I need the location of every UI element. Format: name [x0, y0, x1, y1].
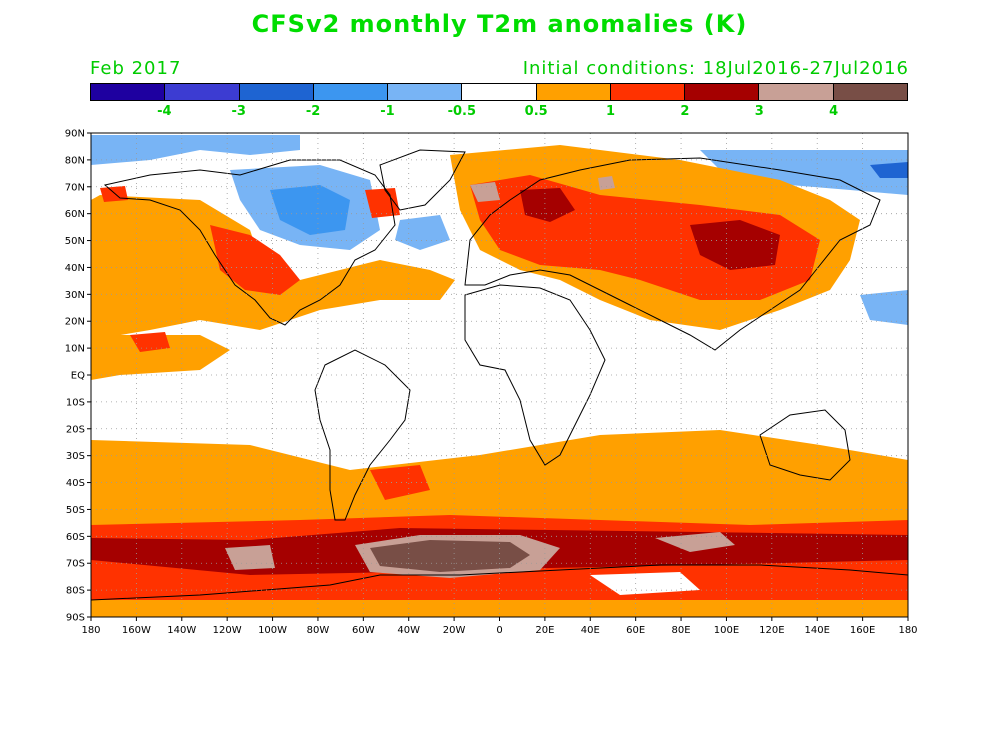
coast-australia — [759, 409, 851, 481]
anomaly-tropical-pacific-warm — [91, 335, 230, 380]
anomaly-antarctic-interior-neutral — [590, 572, 700, 595]
lon-label: 100W — [258, 625, 287, 636]
lat-label: 50N — [65, 236, 85, 247]
lat-label: 80S — [66, 586, 85, 597]
color-bar-label: -3 — [231, 104, 246, 119]
lat-label: 70N — [65, 182, 85, 193]
graticule — [91, 133, 908, 617]
lon-label: 160E — [850, 625, 875, 636]
lat-label: 30S — [66, 451, 85, 462]
lat-label: 10N — [65, 344, 85, 355]
lat-label: 60S — [66, 532, 85, 543]
lon-label: 60E — [626, 625, 645, 636]
initial-conditions-label: Initial conditions: 18Jul2016-27Jul2016 — [522, 58, 909, 79]
color-bar-labels: -4 -3 -2 -1 -0.5 0.5 1 2 3 4 — [90, 104, 908, 120]
lon-label: 140W — [167, 625, 196, 636]
anomaly-arctic-cold-3 — [870, 162, 908, 178]
lat-label: 40N — [65, 263, 85, 274]
lat-label: 90S — [66, 613, 85, 624]
lat-label: 60N — [65, 209, 85, 220]
anomaly-canada-cold-core — [270, 185, 350, 235]
axis-ticks — [87, 132, 909, 621]
lat-label: 50S — [66, 505, 85, 516]
color-bar-label: 0.5 — [524, 104, 548, 119]
color-bar — [90, 83, 908, 101]
lat-label: 80N — [65, 155, 85, 166]
coast-africa — [464, 284, 606, 466]
coast-north-america — [103, 159, 396, 326]
longitude-labels: 180 160W 140W 120W 100W 80W 60W 40W 20W 0 20E 40E 60… — [81, 625, 917, 636]
lon-label: 40E — [581, 625, 600, 636]
anomaly-arctic-cold-2 — [700, 150, 908, 195]
lon-label: 20W — [443, 625, 466, 636]
anomaly-siberia-very-hot — [690, 220, 780, 270]
lat-label: 10S — [66, 397, 85, 408]
color-swatch-10 — [833, 84, 907, 100]
lat-label: EQ — [71, 371, 85, 382]
lon-label: 0 — [496, 625, 502, 636]
lon-label: 140E — [805, 625, 830, 636]
color-swatch-9 — [759, 84, 834, 100]
anomaly-barents-extreme — [470, 182, 500, 202]
color-swatch-8 — [685, 84, 760, 100]
lat-label: 20N — [65, 317, 85, 328]
color-swatch-7 — [610, 84, 686, 100]
valid-month-label: Feb 2017 — [90, 58, 182, 79]
color-bar-label: -0.5 — [447, 104, 477, 119]
color-swatch-4 — [388, 84, 463, 100]
lon-label: 20E — [535, 625, 554, 636]
color-bar-label: 4 — [829, 104, 839, 119]
anomaly-arctic-cold — [91, 135, 300, 165]
coast-greenland — [379, 149, 466, 211]
lon-label: 40W — [397, 625, 420, 636]
color-bar-label: 2 — [680, 104, 690, 119]
lon-label: 60W — [352, 625, 375, 636]
color-bar-label: 3 — [754, 104, 764, 119]
color-bar-label: 1 — [606, 104, 616, 119]
color-bar-label: -2 — [305, 104, 321, 119]
coast-antarctica — [91, 564, 908, 601]
coast-europe-asia — [464, 157, 881, 351]
color-bar-label: -4 — [157, 104, 172, 119]
lon-label: 180 — [898, 625, 917, 636]
color-swatch-3 — [313, 84, 389, 100]
coast-south-america — [314, 349, 411, 521]
anomaly-kara-extreme — [598, 176, 615, 190]
color-bar-label: -1 — [380, 104, 395, 119]
lon-label: 120W — [213, 625, 242, 636]
lat-label: 70S — [66, 559, 85, 570]
anomaly-westus-warm — [210, 225, 300, 295]
anomaly-alaska-hot — [100, 186, 128, 202]
color-swatch-1 — [165, 84, 240, 100]
lon-label: 160W — [122, 625, 151, 636]
color-swatch-5 — [462, 84, 537, 100]
coastlines — [91, 149, 908, 601]
latitude-labels: 90N 80N 70N 60N 50N 40N 30N 20N 10N EQ 10S 20S 30S 40… — [65, 129, 85, 624]
color-swatch-2 — [239, 84, 314, 100]
anomaly-antarctic-extreme-core — [370, 540, 530, 572]
lat-label: 20S — [66, 424, 85, 435]
color-swatch-0 — [91, 84, 166, 100]
color-swatch-6 — [536, 84, 611, 100]
anomaly-baffin-hot — [365, 188, 400, 218]
anomaly-westpacific-cold — [860, 290, 908, 325]
anomaly-ross-extreme — [225, 545, 275, 570]
anomaly-south-atlantic-warm — [370, 465, 430, 500]
lat-label: 30N — [65, 290, 85, 301]
lon-label: 100E — [714, 625, 739, 636]
lon-label: 80E — [672, 625, 691, 636]
lon-label: 180 — [81, 625, 100, 636]
map-title: CFSv2 monthly T2m anomalies (K) — [251, 10, 748, 38]
lat-label: 40S — [66, 478, 85, 489]
anomaly-tropical-pacific-hot — [130, 332, 170, 352]
lon-label: 80W — [307, 625, 330, 636]
anomaly-pacific-extreme — [655, 532, 735, 552]
lon-label: 120E — [759, 625, 784, 636]
lat-label: 90N — [65, 129, 85, 140]
